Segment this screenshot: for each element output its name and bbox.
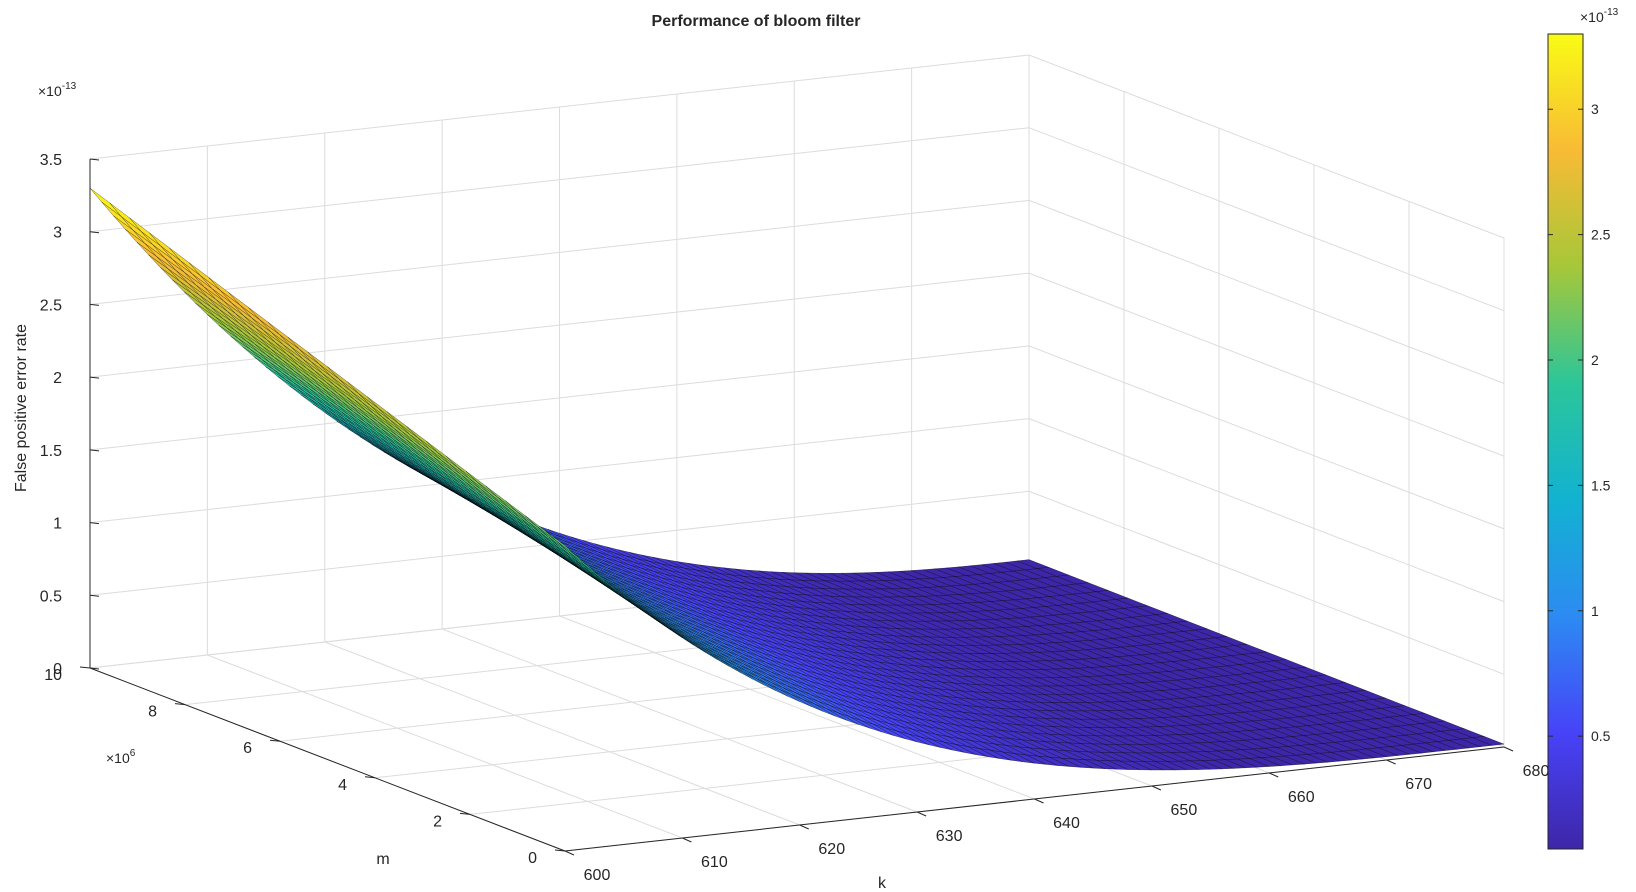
surface-cell (1472, 736, 1505, 746)
axes-3d: 600 610 620 630 640 650 660 670 680 0 2 4 6 8 10 0 0.5… (13, 54, 1550, 892)
grid-line-floor-k (559, 615, 1035, 800)
grid-line-z (89, 490, 1505, 675)
colorbar: 0.5 1 1.5 2 2.5 3 ×10-13 (1547, 7, 1619, 850)
x-tick-label: 670 (1405, 776, 1432, 793)
grid-line-z (89, 272, 1505, 457)
z-multiplier-base: ×10 (38, 83, 62, 99)
z-tick-label: 3.5 (40, 152, 62, 169)
y-tick-mark (459, 812, 471, 815)
y-tick-label: 8 (148, 704, 157, 721)
y-axis-label: m (376, 851, 389, 868)
y-tick-label: 10 (44, 667, 62, 684)
z-tick-label: 0 (53, 661, 62, 678)
z-tick-mark (89, 231, 100, 234)
colorbar-tick-label: 3 (1591, 101, 1599, 117)
y-tick-label: 6 (243, 740, 252, 757)
y-tick-mark (364, 776, 376, 779)
colorbar-tick-label: 1.5 (1591, 477, 1611, 493)
grid-line-floor-k (441, 628, 918, 813)
colorbar-multiplier: ×10-13 (1580, 7, 1619, 25)
x-axis-label: k (878, 875, 887, 892)
x-tick-label: 640 (1053, 815, 1080, 832)
z-tick-mark (89, 449, 100, 452)
colorbar-ticks: 0.5 1 1.5 2 2.5 3 (1548, 101, 1611, 744)
grid-line-z (89, 54, 1505, 239)
z-tick-mark (89, 158, 100, 161)
z-tick-label: 1 (53, 516, 62, 533)
grid-line-floor-k (324, 641, 800, 826)
x-tick-mark (564, 850, 575, 856)
x-tick-mark (1034, 798, 1044, 804)
grid-line-z (89, 199, 1505, 384)
y-axis-ticks: 0 2 4 6 8 10 (44, 666, 566, 867)
z-tick-mark (89, 594, 100, 597)
z-axis-ticks: 0 0.5 1 1.5 2 2.5 3 3.5 (40, 152, 100, 678)
x-tick-label: 600 (584, 867, 611, 884)
x-tick-mark (1503, 746, 1514, 752)
y-tick-mark (174, 703, 186, 706)
y-tick-mark (554, 849, 566, 852)
z-axis-label: False positive error rate (13, 324, 30, 492)
z-tick-mark (89, 522, 100, 525)
x-tick-label: 630 (936, 828, 963, 845)
x-tick-label: 650 (1171, 802, 1198, 819)
grid-line-z (89, 345, 1505, 530)
x-tick-mark (1151, 785, 1162, 791)
y-axis-multiplier: ×106 (106, 748, 136, 766)
x-tick-mark (799, 824, 809, 830)
z-axis-multiplier: ×10-13 (38, 81, 77, 99)
colorbar-multiplier-exp: -13 (1604, 7, 1619, 18)
z-tick-label: 2.5 (40, 297, 62, 314)
z-tick-mark (89, 667, 100, 670)
y-tick-label: 0 (528, 850, 537, 867)
y-tick-mark (79, 666, 91, 669)
x-tick-label: 660 (1288, 789, 1315, 806)
z-multiplier-exp: -13 (62, 81, 77, 92)
colorbar-gradient (1547, 33, 1584, 850)
x-tick-mark (682, 837, 692, 843)
z-tick-mark (89, 376, 100, 379)
x-tick-label: 610 (701, 854, 728, 871)
surface-plot (89, 187, 1505, 771)
colorbar-tick-label: 0.5 (1591, 728, 1611, 744)
grid-line-z (89, 418, 1505, 603)
y-tick-label: 2 (433, 813, 442, 830)
x-tick-label: 680 (1523, 763, 1550, 780)
grid-line-floor-k (207, 654, 683, 839)
x-tick-mark (1386, 759, 1396, 765)
z-tick-label: 0.5 (40, 588, 62, 605)
x-tick-label: 620 (818, 841, 845, 858)
colorbar-tick-label: 2 (1591, 352, 1599, 368)
back-grid (89, 54, 1505, 748)
colorbar-tick-label: 1 (1591, 603, 1599, 619)
surface-cell (101, 201, 134, 231)
y-tick-mark (269, 739, 281, 742)
chart-title: Performance of bloom filter (652, 13, 861, 30)
surface-cell (89, 187, 122, 217)
z-tick-mark (89, 303, 100, 306)
y-multiplier-base: ×10 (106, 750, 130, 766)
y-axis-line (89, 667, 566, 852)
colorbar-multiplier-base: ×10 (1580, 9, 1604, 25)
grid-line-z (89, 127, 1505, 312)
x-tick-mark (916, 811, 927, 817)
y-tick-label: 4 (338, 777, 347, 794)
y-multiplier-exp: 6 (130, 748, 136, 759)
x-tick-mark (1269, 772, 1279, 778)
z-tick-label: 2 (53, 370, 62, 387)
x-axis-ticks: 600 610 620 630 640 650 660 670 680 (564, 746, 1550, 884)
z-tick-label: 1.5 (40, 443, 62, 460)
colorbar-tick-label: 2.5 (1591, 227, 1611, 243)
z-tick-label: 3 (53, 225, 62, 242)
